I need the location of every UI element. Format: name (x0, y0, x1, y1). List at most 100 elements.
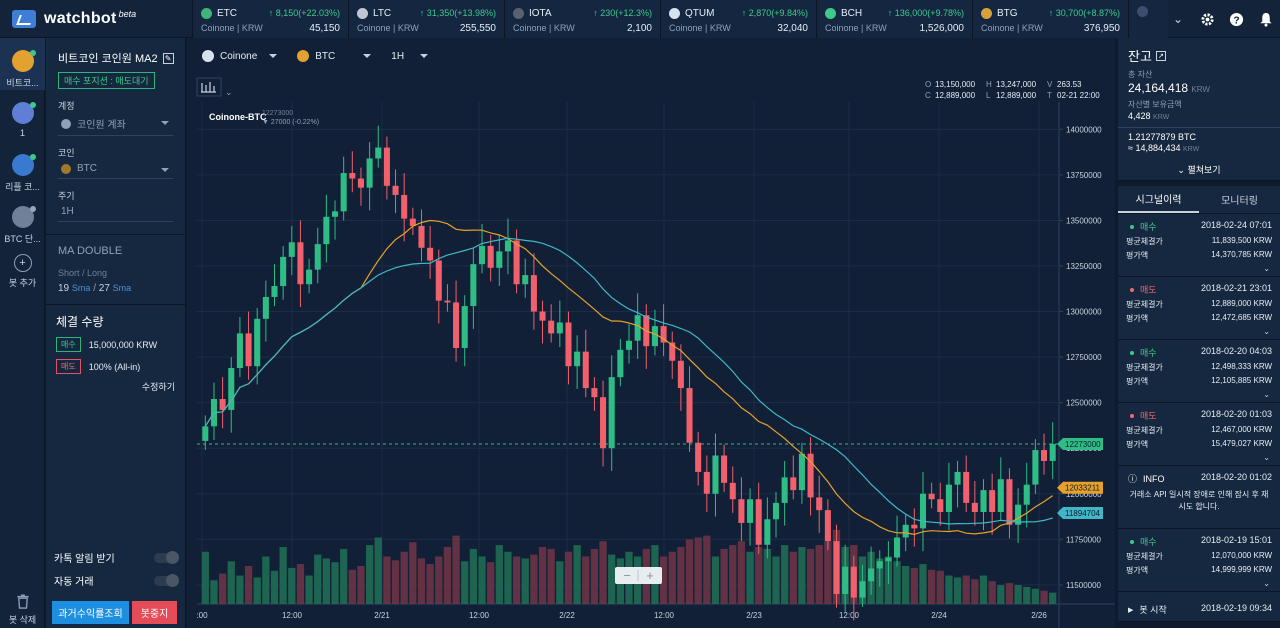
signal-item[interactable]: 매도 2018-02-21 23:01 평균체결가 12,889,000 KRW 평가액… (1118, 277, 1280, 340)
balance-title: 잔고 ↗ (1128, 46, 1270, 65)
ticker-price: 255,550 (459, 23, 496, 34)
brand-name: watchbot (44, 9, 117, 27)
coin-select[interactable]: BTC (58, 159, 173, 179)
y-tick-label: 14000000 (1066, 125, 1102, 134)
avg-price-row: 평균체결가 11,839,500 KRW (1126, 236, 1272, 246)
volume-bar (218, 573, 227, 604)
chevron-down-icon[interactable]: ⌄ (1263, 390, 1270, 399)
zoom-out-button[interactable]: − (623, 568, 631, 583)
help-icon[interactable]: ? (1222, 0, 1251, 38)
candle (539, 311, 546, 321)
chart-coin-select[interactable]: BTC (297, 50, 372, 62)
chevron-down-icon[interactable]: ⌄ (1172, 12, 1184, 26)
volume-bar (340, 548, 348, 604)
rail-bot-2[interactable]: 1 (0, 90, 45, 142)
signal-dot-icon (1130, 539, 1134, 544)
gear-icon[interactable] (1193, 0, 1222, 38)
chevron-down-icon[interactable]: ⌄ (1263, 264, 1270, 273)
candle (556, 322, 563, 334)
period-select[interactable]: 1H (58, 202, 173, 222)
bell-icon[interactable] (1251, 0, 1280, 38)
ripple-icon (11, 154, 34, 176)
candles-icon (201, 82, 216, 93)
signal-item[interactable]: 매수 2018-02-24 07:01 평균체결가 11,839,500 KRW 평가액… (1118, 214, 1280, 277)
rail-bot-3[interactable]: 리플 코... (0, 142, 45, 194)
volume-bar (711, 556, 720, 604)
modify-link[interactable]: 수정하기 (141, 382, 175, 392)
exchange-value: Coinone (220, 50, 258, 62)
signal-item[interactable]: ⓘ INFO 2018-02-20 01:02 거래소 API 일시적 장애로 인해 … (1118, 466, 1280, 529)
tab-signal-history[interactable]: 시그널이력 (1118, 186, 1199, 213)
volume-bar (357, 566, 365, 604)
candle (790, 477, 797, 491)
coin-icon (981, 7, 992, 19)
candle (997, 479, 1004, 512)
candle (963, 471, 970, 503)
candle (444, 300, 451, 303)
sell-tag: 매도 (56, 359, 81, 374)
volume-bar (659, 556, 668, 604)
candle (401, 194, 408, 219)
signal-list: 매수 2018-02-24 07:01 평균체결가 11,839,500 KRW 평가액… (1118, 214, 1280, 622)
ticker-partial[interactable] (1128, 0, 1168, 38)
external-link-icon[interactable]: ↗ (1155, 50, 1166, 61)
account-select[interactable]: 코인원 계좌 (58, 112, 173, 136)
volume-bar (443, 547, 452, 604)
total-value-row: 24,164,418 KRW (1128, 81, 1270, 95)
candle (885, 557, 892, 562)
zoom-in-button[interactable]: + (646, 568, 654, 583)
ticker-qtum[interactable]: QTUM ↑ 2,870(+9.84%) Coinone | KRW 32,040 (660, 0, 816, 38)
long-value: 27 (98, 283, 110, 294)
ma-long-line (204, 237, 1053, 525)
delete-bot-button[interactable]: 봇 삭제 (0, 594, 45, 626)
candle (245, 333, 252, 367)
ticker-etc[interactable]: ETC ↑ 8,150(+22.03%) Coinone | KRW 45,150 (192, 0, 348, 38)
candle (971, 502, 978, 512)
candle (703, 471, 710, 494)
chevron-down-icon: ⌄ (225, 87, 233, 97)
signal-item[interactable]: 매도 2018-02-20 01:03 평균체결가 12,467,000 KRW 평가액… (1118, 403, 1280, 466)
ticker-iota[interactable]: IOTA ↑ 230(+12.3%) Coinone | KRW 2,100 (504, 0, 660, 38)
rail-bot-1[interactable]: 비트코... (0, 38, 45, 90)
volume-bar (504, 551, 512, 604)
last-price-label: 12273000 (1065, 440, 1101, 449)
chevron-down-icon[interactable]: ⌄ (1263, 327, 1270, 336)
kakao-alert-toggle[interactable] (154, 550, 179, 564)
top-bar: watchbot beta ETC ↑ 8,150(+22.03%) Coinone… (0, 0, 1280, 38)
y-tick-label: 13500000 (1066, 216, 1102, 225)
signal-item[interactable]: ▶ 봇 시작 2018-02-19 09:34 (1118, 592, 1280, 622)
signal-type: ▶ 봇 시작 (1128, 605, 1167, 615)
logo[interactable]: watchbot beta (0, 0, 192, 37)
history-button[interactable]: 과거수익률조회 (52, 601, 129, 624)
edit-icon[interactable]: ✎ (162, 52, 174, 64)
candle (383, 147, 390, 186)
interval-select[interactable]: 1H (391, 50, 429, 62)
auto-trade-toggle[interactable] (154, 573, 179, 587)
stop-bot-button[interactable]: 봇중지 (132, 601, 177, 624)
tab-monitoring[interactable]: 모니터링 (1221, 196, 1258, 207)
signal-item[interactable]: 매수 2018-02-20 04:03 평균체결가 12,498,333 KRW 평가액… (1118, 340, 1280, 403)
candle (366, 158, 373, 188)
rail-bot-4[interactable]: BTC 단... (0, 194, 45, 246)
chart-style-button[interactable] (196, 77, 222, 97)
expand-button[interactable]: ⌄ 펼쳐보기 (1128, 163, 1270, 176)
volume-bar (556, 561, 564, 604)
signal-item[interactable]: 매수 2018-02-19 15:01 평균체결가 12,070,000 KRW 평가액… (1118, 529, 1280, 592)
add-bot-label: 봇 추가 (8, 278, 37, 288)
add-bot-button[interactable]: + 봇 추가 (0, 246, 45, 298)
divider (46, 304, 185, 305)
ticker-btg[interactable]: BTG ↑ 30,700(+8.87%) Coinone | KRW 376,950 (972, 0, 1128, 38)
chevron-down-icon[interactable]: ⌄ (1263, 453, 1270, 462)
candle (772, 502, 780, 520)
ticker-exchange: Coinone | KRW (825, 23, 887, 33)
interval-value: 1H (391, 50, 405, 62)
exchange-select[interactable]: Coinone (202, 50, 278, 62)
price-chart[interactable]: 1150000011750000120000001225000012500000… (187, 74, 1115, 628)
ticker-ltc[interactable]: LTC ↑ 31,350(+13.98%) Coinone | KRW 255,550 (348, 0, 504, 38)
volume-bar (590, 548, 599, 604)
ticker-bch[interactable]: BCH ↑ 136,000(+9.78%) Coinone | KRW 1,526,0… (816, 0, 972, 38)
y-tick-label: 12000000 (1066, 490, 1102, 499)
kakao-alert-row: 카톡 알림 받기 (54, 550, 179, 565)
short-long-values: 19 Sma / 27 Sma (58, 283, 132, 294)
chevron-down-icon[interactable]: ⌄ (1263, 579, 1270, 588)
